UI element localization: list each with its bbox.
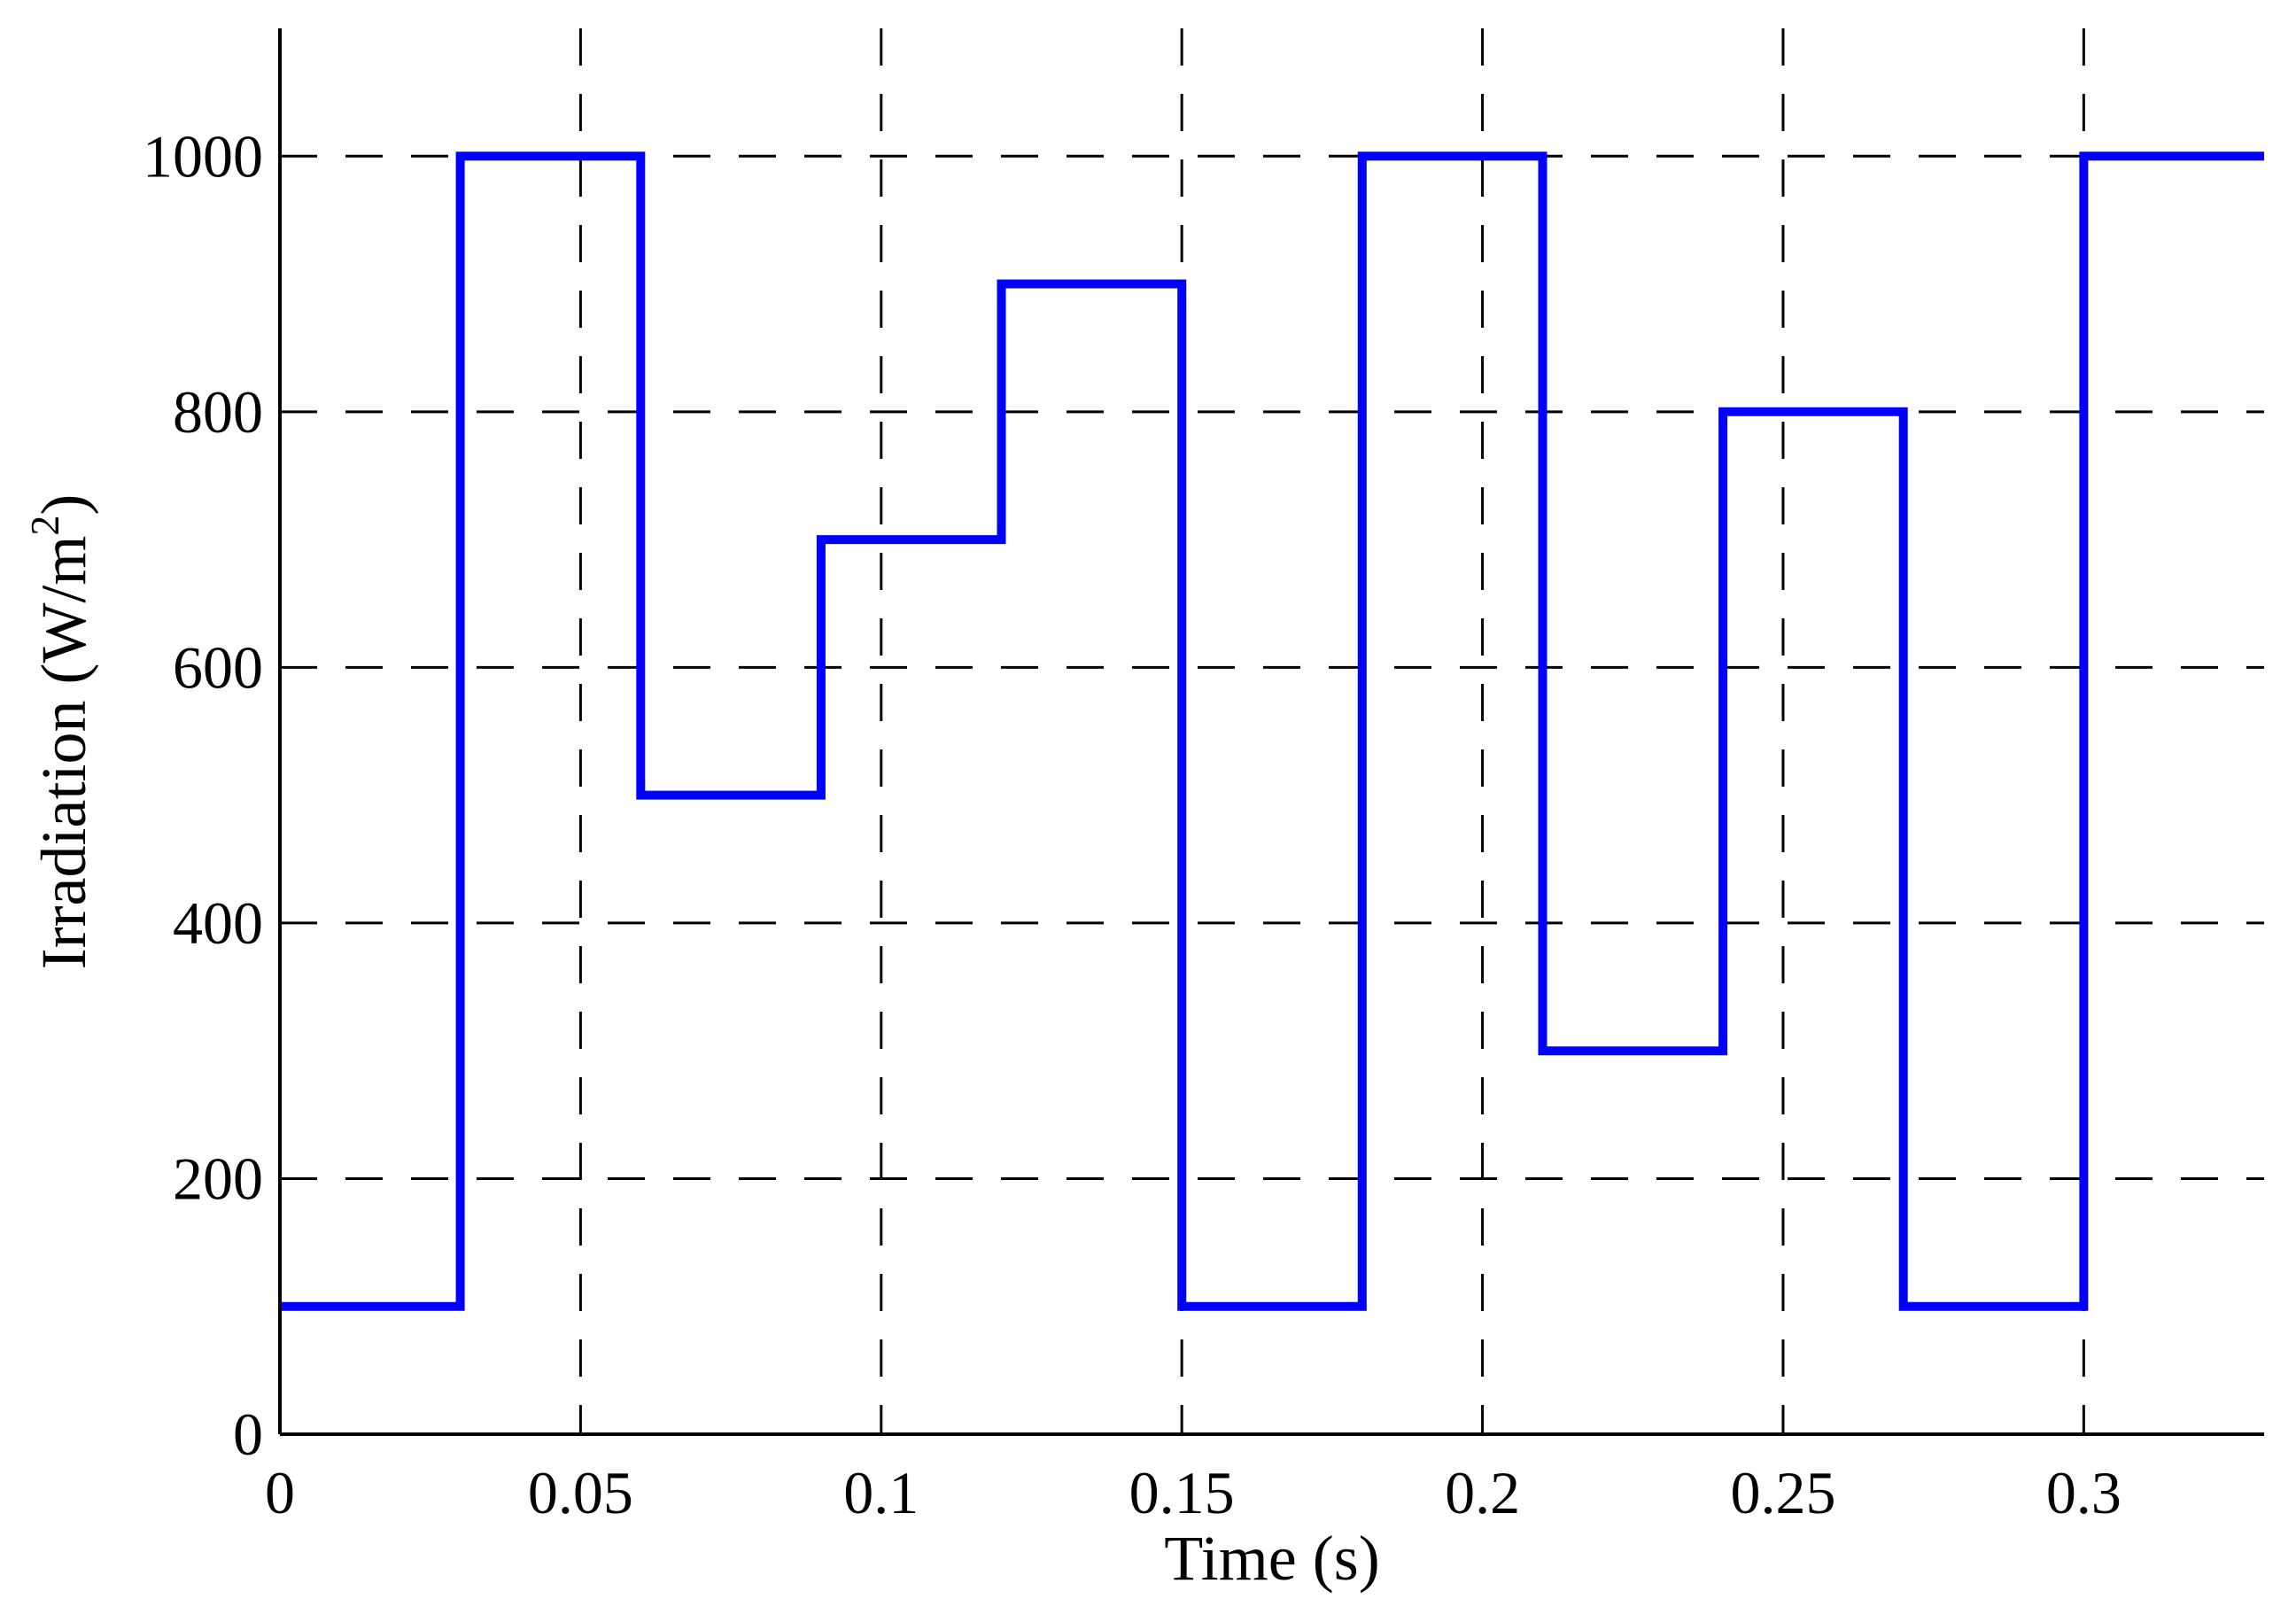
x-tick-label: 0.05 [528,1459,633,1526]
y-tick-label: 0 [233,1401,263,1468]
axes [278,28,2264,1436]
y-axis-title-superscript: 2 [22,516,67,536]
y-tick-label: 200 [173,1145,263,1212]
x-tick-label: 0 [265,1459,295,1526]
y-axis-title-close: ) [28,494,99,516]
series-layer [280,151,2264,1311]
y-tick-label: 800 [173,378,263,446]
y-tick-labels: 0 200 400 600 800 1000 [143,122,263,1468]
x-tick-label: 0.25 [1730,1459,1835,1526]
x-tick-label: 0.3 [2046,1459,2121,1526]
x-tick-label: 0.15 [1129,1459,1235,1526]
x-tick-label: 0.1 [843,1459,919,1526]
y-axis-title-main: Irradiation (W/m [28,536,99,970]
series-line-irradiation [280,151,2264,1311]
x-tick-labels: 0 0.05 0.1 0.15 0.2 0.25 0.3 [265,1459,2121,1526]
y-tick-label: 600 [173,633,263,701]
y-tick-label: 1000 [143,122,263,190]
x-tick-label: 0.2 [1445,1459,1520,1526]
x-axis-title: Time (s) [1164,1523,1379,1594]
y-axis-title: Irradiation (W/m2) [22,494,99,970]
y-tick-label: 400 [173,889,263,957]
grid-lines [280,28,2264,1434]
